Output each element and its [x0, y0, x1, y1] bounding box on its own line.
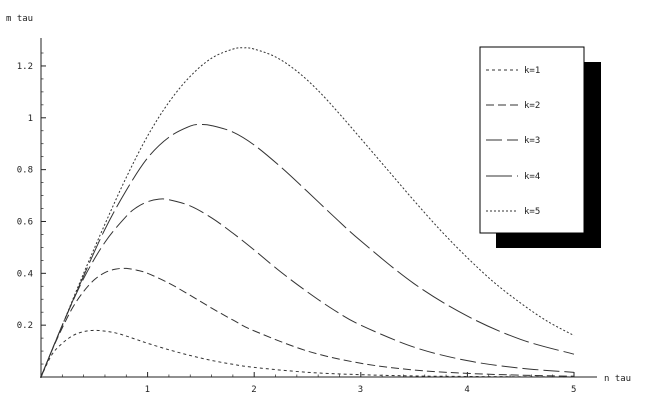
legend-label: k=3 [524, 136, 540, 146]
x-tick-label: 5 [571, 385, 576, 395]
series-line-k5 [40, 47, 575, 378]
curves [40, 47, 575, 378]
series-line-k1 [40, 329, 575, 378]
series-line-k2 [40, 267, 575, 378]
y-tick-label: 0.4 [17, 269, 33, 279]
ticks: 1 2 3 4 5 0.2 0.4 0.6 0.8 1 1.2 [17, 52, 576, 395]
series-line-k3 [40, 198, 575, 378]
x-tick-label: 4 [464, 385, 469, 395]
x-axis-label: n tau [604, 374, 631, 384]
x-tick-label: 3 [358, 385, 363, 395]
legend-label: k=1 [524, 66, 540, 76]
legend: k=1 k=2 k=3 k=4 k=5 [479, 46, 601, 248]
x-tick-label: 2 [251, 385, 256, 395]
y-tick-label: 1 [28, 114, 33, 124]
y-tick-label: 0.6 [17, 217, 33, 227]
series-line-k4 [40, 123, 575, 378]
y-axis-label: m tau [6, 14, 33, 24]
y-tick-label: 1.2 [17, 62, 33, 72]
x-tick-label: 1 [145, 385, 150, 395]
legend-label: k=4 [524, 172, 540, 182]
legend-label: k=5 [524, 207, 540, 217]
y-tick-label: 0.8 [17, 166, 33, 176]
y-tick-label: 0.2 [17, 321, 33, 331]
legend-label: k=2 [524, 101, 540, 111]
